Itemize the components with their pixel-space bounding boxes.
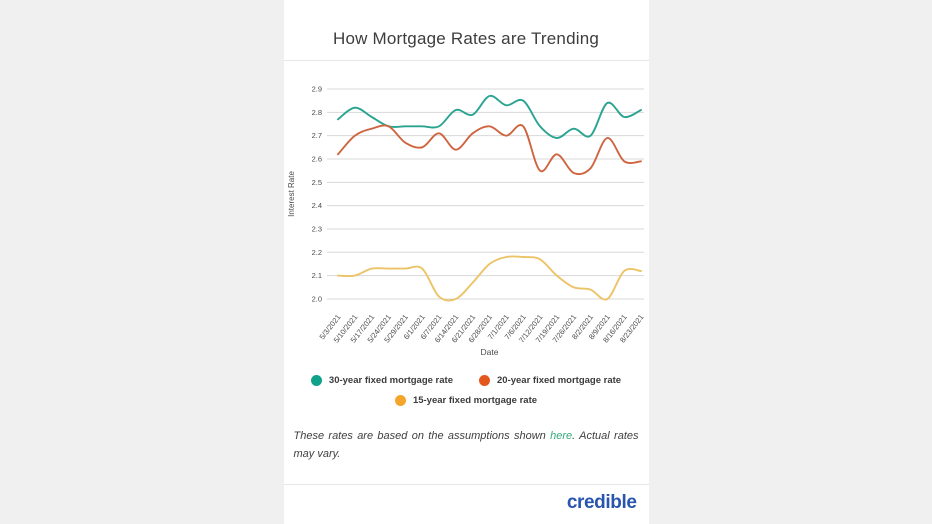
y-tick-label: 2.2 [311, 248, 321, 257]
y-tick-label: 2.6 [311, 154, 321, 163]
chart-legend: 30-year fixed mortgage rate 20-year fixed… [284, 375, 649, 406]
legend-item-label: 20-year fixed mortgage rate [497, 375, 622, 386]
y-tick-label: 2.5 [311, 178, 321, 187]
series-line-30-year [336, 94, 642, 139]
x-axis-label: Date [480, 347, 498, 357]
mortgage-rates-chart: 2.9 2.8 2.7 2.6 2.5 2.4 2.3 2.2 2.1 2.0 Interest R… [287, 85, 646, 358]
y-tick-label: 2.8 [311, 108, 321, 117]
series-line-15-year [336, 255, 642, 302]
chart-container: 2.9 2.8 2.7 2.6 2.5 2.4 2.3 2.2 2.1 2.0 Interest R… [284, 77, 649, 367]
legend-item-20-year: 20-year fixed mortgage rate [479, 375, 621, 386]
footer-divider [283, 484, 649, 485]
legend-dot-icon [310, 375, 322, 386]
legend-dot-icon [479, 375, 490, 386]
y-axis-label: Interest Rate [287, 171, 296, 217]
legend-dot-icon [394, 395, 406, 406]
legend-row-1: 30-year fixed mortgage rate 20-year fixed… [310, 375, 621, 386]
legend-item-label: 15-year fixed mortgage rate [412, 395, 538, 406]
legend-item-30-year: 30-year fixed mortgage rate [310, 375, 453, 386]
legend-item-label: 30-year fixed mortgage rate [328, 375, 453, 386]
y-tick-label: 2.0 [311, 294, 321, 303]
footnote: These rates are based on the assumptions… [294, 428, 639, 463]
y-tick-label: 2.9 [311, 85, 321, 94]
footnote-text-before: These rates are based on the assumptions… [293, 430, 551, 442]
y-tick-label: 2.7 [311, 131, 321, 140]
title-divider [283, 60, 649, 61]
page-title: How Mortgage Rates are Trending [332, 29, 600, 48]
series-line-20-year [336, 124, 642, 176]
y-tick-label: 2.3 [311, 224, 321, 233]
credible-logo: credible [566, 492, 637, 513]
footnote-text-after: . Actual rates may vary. [293, 430, 639, 460]
assumptions-link[interactable]: here [550, 430, 573, 442]
y-tick-label: 2.4 [311, 201, 321, 210]
content-card: How Mortgage Rates are Trending 2.9 2.8 2.… [283, 0, 649, 524]
y-tick-label: 2.1 [311, 271, 321, 280]
legend-row-2: 15-year fixed mortgage rate [394, 395, 538, 406]
legend-item-15-year: 15-year fixed mortgage rate [394, 395, 538, 406]
card-footer: credible [283, 484, 649, 524]
